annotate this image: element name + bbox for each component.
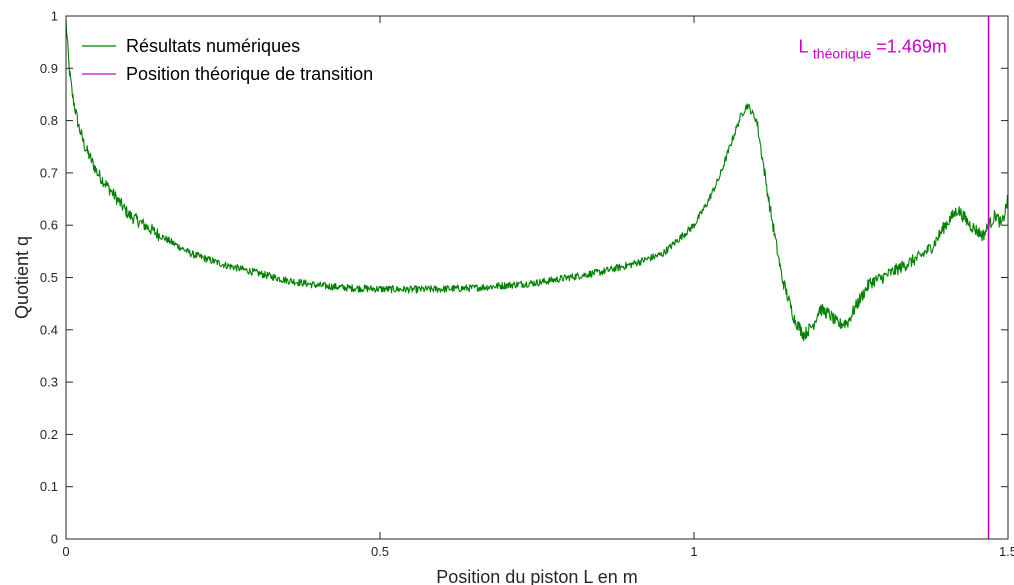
y-tick-label-9: 0.9	[40, 61, 58, 76]
annotation-main: L	[799, 36, 809, 56]
y-tick-label-8: 0.8	[40, 113, 58, 128]
annotation-value: =1.469m	[876, 36, 947, 56]
y-tick-label-7: 0.7	[40, 165, 58, 180]
y-tick-label-0: 0	[51, 532, 58, 547]
y-tick-label-3: 0.3	[40, 375, 58, 390]
annotation-subscript: théorique	[813, 45, 872, 61]
y-tick-label-4: 0.4	[40, 322, 58, 337]
x-tick-label-2: 1	[690, 544, 697, 559]
y-tick-label-5: 0.5	[40, 270, 58, 285]
plot-frame	[65, 15, 1009, 540]
x-tick-label-3: 1.5	[999, 544, 1014, 559]
legend-label-theoretical-position: Position théorique de transition	[126, 64, 373, 84]
x-tick-label-0: 0	[62, 544, 69, 559]
y-tick-label-2: 0.2	[40, 427, 58, 442]
y-tick-label-10: 1	[51, 9, 58, 24]
legend-label-numerical-results: Résultats numériques	[126, 36, 300, 56]
x-tick-label-1: 0.5	[371, 544, 389, 559]
series-line-0	[66, 19, 1008, 342]
y-tick-label-1: 0.1	[40, 479, 58, 494]
y-tick-label-6: 0.6	[40, 218, 58, 233]
plot-area	[66, 16, 1008, 539]
legend: Résultats numériques Position théorique …	[82, 36, 373, 84]
y-axis-label: Quotient q	[12, 236, 32, 319]
theoretical-length-annotation: L théorique =1.469m	[799, 36, 947, 62]
x-axis-label: Position du piston L en m	[436, 567, 637, 585]
axes: 0 0.5 1 1.5 0 0.1 0.2 0.3 0.4 0.5 0.6 0.7 0.8 0.9 1	[40, 9, 1014, 560]
